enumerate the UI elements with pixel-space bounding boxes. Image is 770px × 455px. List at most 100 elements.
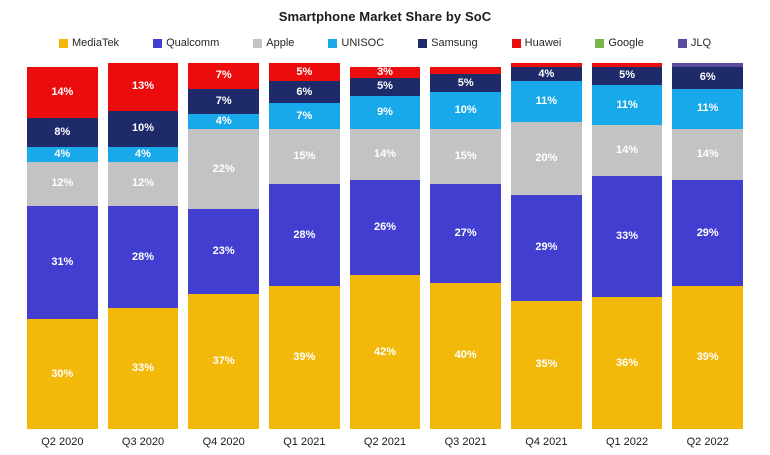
segment-label: 30%	[51, 367, 74, 380]
bar-segment-huawei: 13%	[107, 63, 179, 111]
segment-label: 14%	[51, 85, 74, 98]
segment-label: 22%	[212, 162, 235, 175]
legend-item-huawei: Huawei	[511, 37, 562, 49]
bar-q3-2020: 13% 10% 4% 12% 28% 33%	[107, 63, 179, 429]
bar-segment-qualcomm: 27%	[430, 183, 502, 283]
chart-title: Smartphone Market Share by SoC	[278, 9, 492, 24]
chart-legend: MediaTek Qualcomm Apple UNISOC Samsung Huawei…	[0, 36, 770, 50]
bar-segment-samsung: 5%	[591, 66, 663, 85]
bar-segment-qualcomm: 28%	[269, 183, 340, 287]
x-axis-label: Q3 2021	[444, 436, 487, 448]
x-axis-label: Q2 2022	[686, 436, 729, 448]
segment-label: 36%	[616, 356, 639, 369]
x-axis-label: Q1 2021	[283, 436, 326, 448]
bar-segment-qualcomm: 31%	[27, 205, 98, 320]
bar-segment-mediatek: 36%	[591, 297, 663, 429]
legend-label: UNISOC	[341, 37, 385, 49]
legend-swatch-icon	[677, 38, 687, 48]
legend-swatch-icon	[153, 38, 163, 48]
bar-segment-apple: 22%	[188, 128, 260, 210]
bar-segment-apple: 12%	[27, 161, 98, 206]
bar-segment-unisoc: 9%	[349, 95, 421, 129]
segment-label: 26%	[374, 221, 397, 234]
segment-label: 5%	[377, 80, 393, 93]
bar-segment-samsung: 7%	[188, 88, 260, 115]
segment-label: 14%	[374, 148, 397, 160]
bar-segment-qualcomm: 33%	[591, 176, 663, 298]
bar-segment-huawei	[430, 66, 502, 75]
segment-label: 4%	[215, 115, 232, 128]
bar-segment-unisoc: 10%	[430, 92, 502, 129]
segment-label: 28%	[293, 228, 316, 241]
segment-label: 6%	[699, 71, 716, 84]
bar-segment-huawei: 5%	[269, 63, 340, 82]
legend-item-apple: Apple	[253, 37, 294, 49]
segment-label: 5%	[457, 76, 474, 89]
bar-segment-unisoc: 4%	[27, 147, 98, 162]
x-axis-label: Q3 2020	[121, 436, 165, 448]
bar-segment-samsung: 10%	[107, 110, 179, 148]
bar-segment-huawei: 14%	[27, 66, 98, 118]
bar-segment-apple: 14%	[672, 128, 744, 181]
bar-segment-huawei: 3%	[349, 66, 421, 78]
bar-segment-mediatek: 39%	[672, 286, 744, 429]
segment-label: 5%	[619, 69, 635, 82]
segment-label: 3%	[377, 66, 393, 78]
x-axis-label: Q4 2021	[525, 436, 568, 448]
bar-segment-qualcomm: 28%	[107, 205, 179, 309]
segment-label: 11%	[616, 98, 638, 111]
bar-segment-apple: 15%	[430, 128, 502, 184]
segment-label: 4%	[538, 67, 555, 80]
bar-segment-mediatek: 30%	[27, 319, 98, 429]
legend-item-mediatek: MediaTek	[58, 37, 119, 49]
bar-q1-2021: 5% 6% 7% 15% 28% 39%	[269, 63, 340, 429]
legend-label: Apple	[266, 37, 295, 49]
segment-label: 11%	[697, 102, 719, 115]
bar-segment-unisoc: 11%	[672, 88, 744, 129]
bar-segment-mediatek: 39%	[269, 286, 340, 429]
bar-segment-huawei	[511, 63, 582, 67]
bar-segment-unisoc: 11%	[591, 85, 663, 126]
segment-label: 12%	[131, 177, 155, 190]
legend-swatch-icon	[511, 38, 521, 48]
bar-segment-qualcomm: 26%	[349, 180, 421, 276]
x-axis-label: Q2 2020	[41, 436, 84, 448]
bar-q4-2021: 4% 11% 20% 29% 35%	[511, 63, 582, 429]
segment-label: 31%	[51, 255, 74, 268]
bar-segment-mediatek: 35%	[511, 300, 582, 429]
legend-item-samsung: Samsung	[418, 37, 478, 49]
segment-label: 35%	[535, 358, 558, 371]
bar-segment-apple: 14%	[591, 125, 663, 177]
bar-segment-mediatek: 42%	[349, 275, 421, 429]
segment-label: 13%	[131, 80, 155, 93]
x-axis: Q2 2020 Q3 2020 Q4 2020 Q1 2021 Q2 2021 Q3 20…	[0, 436, 770, 448]
legend-swatch-icon	[253, 38, 263, 48]
segment-label: 29%	[535, 241, 558, 254]
segment-label: 14%	[696, 148, 719, 161]
legend-item-unisoc: UNISOC	[328, 37, 384, 49]
segment-label: 7%	[215, 94, 232, 107]
bar-segment-apple: 20%	[511, 121, 582, 195]
legend-label: Qualcomm	[166, 37, 220, 49]
segment-label: 14%	[616, 144, 639, 157]
bar-q2-2021: 3% 5% 9% 14% 26% 42%	[349, 63, 421, 429]
segment-label: 33%	[131, 362, 155, 375]
segment-label: 7%	[215, 69, 232, 82]
legend-swatch-icon	[58, 38, 68, 48]
segment-label: 27%	[454, 226, 477, 239]
bar-segment-apple: 14%	[349, 128, 421, 181]
segment-label: 6%	[296, 85, 313, 98]
stacked-bar-chart: 14% 8% 4% 12% 31% 30% 13% 10% 4% 12% 28% 33% 7% 7% 4% 2…	[0, 63, 770, 429]
legend-swatch-icon	[328, 38, 338, 48]
segment-label: 12%	[51, 177, 74, 190]
legend-label: Huawei	[524, 37, 562, 49]
x-axis-label: Q4 2020	[202, 436, 245, 448]
segment-label: 15%	[454, 149, 477, 162]
bar-segment-samsung: 6%	[672, 66, 744, 89]
legend-swatch-icon	[418, 38, 428, 48]
segment-label: 42%	[374, 345, 397, 358]
bar-q2-2022: 6% 11% 14% 29% 39%	[672, 63, 744, 429]
bar-segment-unisoc: 4%	[107, 147, 179, 162]
segment-label: 10%	[131, 122, 155, 135]
segment-label: 11%	[535, 94, 558, 107]
